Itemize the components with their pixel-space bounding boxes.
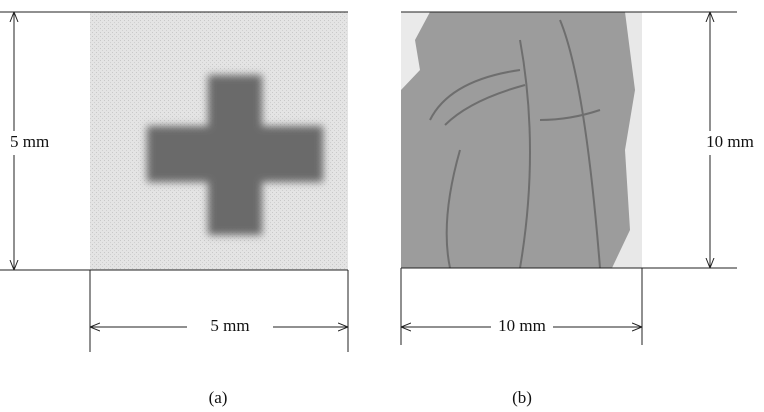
panel-a-image — [90, 12, 348, 270]
height-label: 5 mm — [10, 132, 49, 151]
height-label: 10 mm — [706, 132, 754, 151]
panel-label: (b) — [512, 388, 532, 407]
panel-b-image — [401, 12, 642, 268]
width-label: 10 mm — [498, 316, 546, 335]
width-label: 5 mm — [210, 316, 249, 335]
panel-label: (a) — [209, 388, 228, 407]
figure: 5 mm 5 mm (a) 10 mm 10 mm (b) — [0, 0, 764, 412]
